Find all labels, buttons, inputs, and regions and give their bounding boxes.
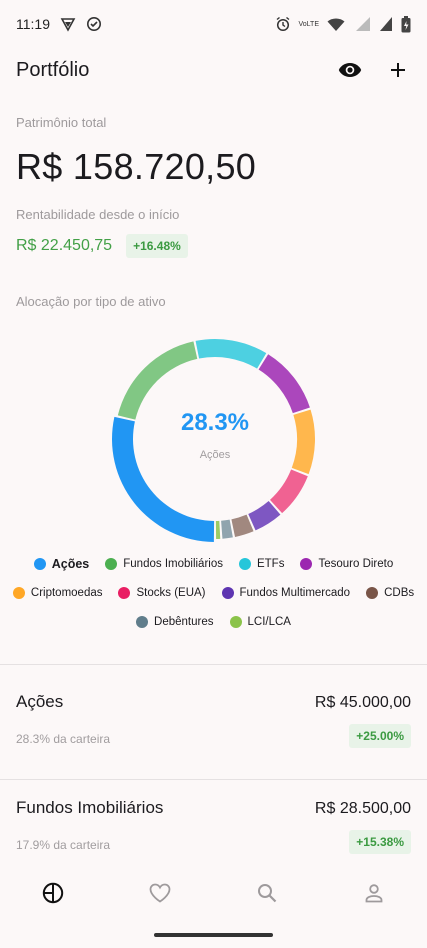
bottom-nav [0, 868, 427, 918]
asset-row[interactable]: Ações 28.3% da carteira R$ 45.000,00 +25… [0, 682, 427, 782]
check-circle-icon [86, 16, 102, 32]
legend-color-dot [105, 558, 118, 570]
legend-color-dot [238, 558, 251, 570]
search-icon[interactable] [247, 873, 287, 913]
legend-label: Fundos Imobiliários [123, 558, 223, 570]
chart-legend: Ações Fundos Imobiliários ETFs Tesouro Dire… [12, 556, 415, 630]
legend-color-dot [136, 616, 149, 628]
vpn-shield-icon [60, 16, 76, 32]
battery-icon [401, 15, 411, 33]
donut-slice[interactable] [231, 514, 254, 537]
legend-label: Debêntures [154, 616, 214, 628]
legend-item[interactable]: ETFs [238, 556, 285, 572]
donut-slice[interactable] [195, 339, 267, 369]
status-bar: 11:19 VoLTE [0, 0, 427, 48]
add-icon[interactable] [385, 57, 411, 83]
legend-color-dot [300, 558, 313, 570]
volte-icon: VoLTE [298, 20, 320, 28]
divider [0, 779, 427, 780]
signal-icon [379, 16, 393, 32]
profile-icon[interactable] [354, 873, 394, 913]
asset-value: R$ 28.500,00 [314, 800, 411, 817]
donut-slice[interactable] [221, 519, 233, 539]
rent-label: Rentabilidade desde o início [16, 207, 180, 222]
legend-color-dot [221, 587, 234, 599]
asset-name: Fundos Imobiliários [16, 798, 164, 817]
total-label: Patrimônio total [16, 115, 107, 130]
legend-label: Ações [51, 557, 90, 571]
legend-color-dot [229, 616, 242, 628]
donut-slice[interactable] [112, 416, 215, 542]
legend-item[interactable]: Debêntures [136, 614, 214, 630]
wifi-icon [327, 17, 345, 32]
rent-row: R$ 22.450,75 +16.48% [16, 234, 188, 258]
legend-item[interactable]: Ações [33, 556, 90, 572]
eye-icon[interactable] [337, 57, 363, 83]
legend-color-dot [12, 587, 25, 599]
donut-slice[interactable] [215, 520, 221, 539]
total-value: R$ 158.720,50 [16, 146, 257, 187]
donut-slice[interactable] [291, 409, 315, 475]
divider [0, 664, 427, 665]
legend-item[interactable]: Stocks (EUA) [118, 585, 206, 601]
legend-label: LCI/LCA [247, 616, 291, 628]
asset-row[interactable]: Fundos Imobiliários 17.9% da carteira R$… [0, 788, 427, 888]
signal-4g-icon [353, 16, 371, 32]
legend-label: Tesouro Direto [318, 558, 394, 570]
rent-value: R$ 22.450,75 [16, 237, 113, 254]
asset-share: 17.9% da carteira [16, 838, 111, 852]
legend-label: Criptomoedas [30, 587, 103, 599]
gesture-bar[interactable] [154, 933, 273, 937]
heart-icon[interactable] [140, 873, 180, 913]
asset-share: 28.3% da carteira [16, 732, 111, 746]
legend-label: ETFs [256, 558, 285, 570]
legend-item[interactable]: CDBs [366, 585, 414, 601]
donut-slice[interactable] [117, 341, 198, 420]
legend-item[interactable]: Tesouro Direto [300, 556, 393, 572]
app-bar: Portfólio [0, 48, 427, 92]
legend-label: Fundos Multimercado [239, 587, 351, 599]
legend-item[interactable]: LCI/LCA [229, 614, 291, 630]
donut-slice[interactable] [248, 501, 281, 531]
legend-color-dot [33, 558, 46, 570]
legend-item[interactable]: Fundos Imobiliários [105, 556, 223, 572]
alarm-icon [275, 16, 291, 32]
legend-label: Stocks (EUA) [136, 587, 206, 599]
asset-value: R$ 45.000,00 [314, 694, 411, 711]
asset-name: Ações [16, 692, 64, 711]
status-time: 11:19 [16, 16, 50, 32]
legend-label: CDBs [384, 587, 415, 599]
asset-pct-badge: +25.00% [349, 724, 411, 748]
allocation-donut-chart[interactable] [110, 334, 320, 544]
legend-item[interactable]: Fundos Multimercado [221, 585, 351, 601]
asset-pct-badge: +15.38% [349, 830, 411, 854]
legend-item[interactable]: Criptomoedas [12, 585, 103, 601]
legend-color-dot [118, 587, 131, 599]
legend-color-dot [366, 587, 379, 599]
donut-slice[interactable] [270, 469, 308, 514]
donut-slice[interactable] [258, 354, 310, 414]
rent-pct-badge: +16.48% [126, 234, 188, 258]
allocation-label: Alocação por tipo de ativo [16, 294, 166, 309]
page-title: Portfólio [16, 58, 90, 81]
pie-chart-icon[interactable] [33, 873, 73, 913]
